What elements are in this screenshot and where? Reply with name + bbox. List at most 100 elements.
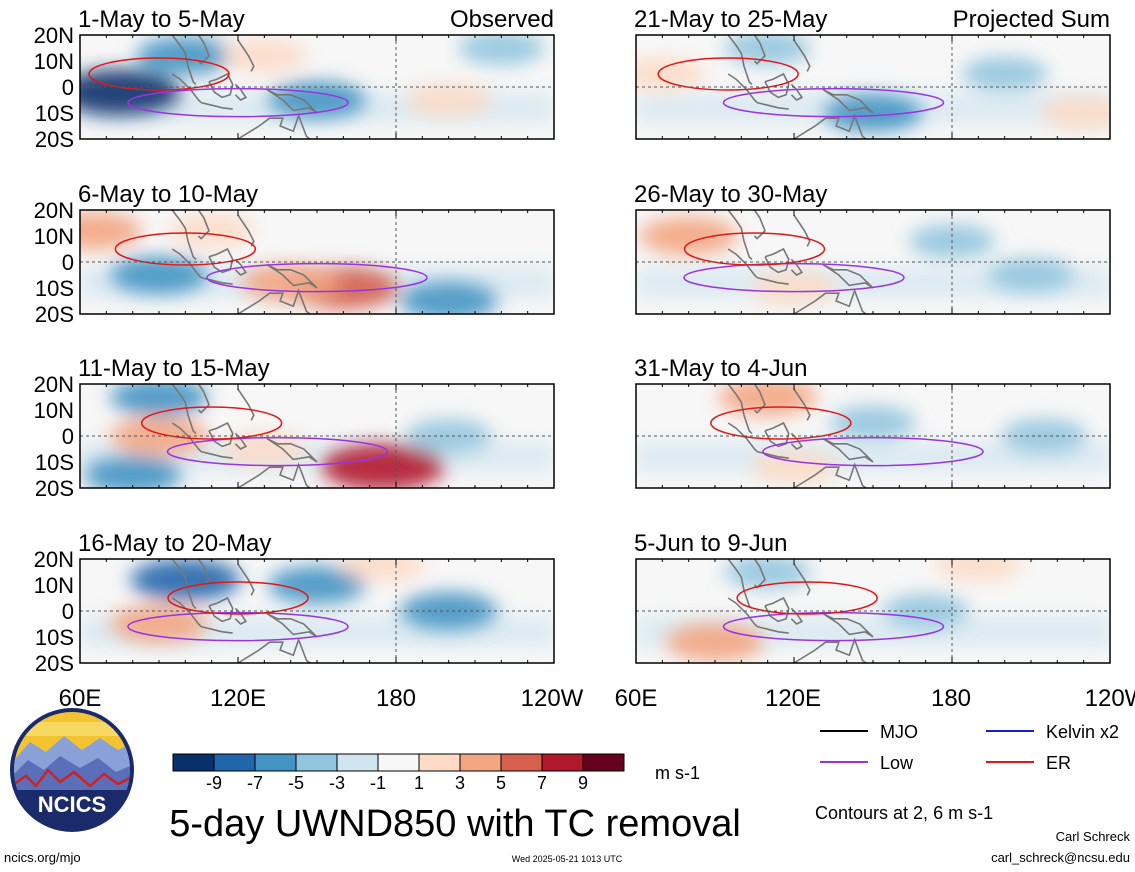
coastline <box>753 384 766 414</box>
coastline <box>790 83 804 101</box>
contour-low <box>127 87 349 118</box>
anomaly-blob <box>830 406 916 440</box>
ytick-label: 10S <box>35 625 74 650</box>
coastline <box>793 388 811 421</box>
colorbar-swatch <box>254 753 297 772</box>
coastline <box>197 559 210 589</box>
coastline <box>235 637 312 663</box>
coastline <box>266 437 318 463</box>
coastline <box>197 210 210 240</box>
panel-title: 11-May to 15-May <box>78 355 270 382</box>
email: carl_schreck@ncsu.edu <box>991 850 1130 865</box>
coastline <box>822 437 874 463</box>
ytick-label: 20S <box>35 302 74 327</box>
contour-low <box>206 262 428 293</box>
colorbar-swatch <box>213 753 256 772</box>
coastline <box>200 625 233 634</box>
contour-er <box>710 406 852 440</box>
coastline <box>235 113 312 139</box>
ytick-label: 20N <box>34 23 74 48</box>
coastline <box>756 625 789 634</box>
ytick-label: 10N <box>34 49 74 74</box>
panel-title: 1-May to 5-May <box>78 6 245 33</box>
contour-er <box>88 57 230 91</box>
colorbar-label: -7 <box>247 773 263 793</box>
contour-er <box>114 232 257 266</box>
coastline <box>727 559 753 609</box>
x-axis-labels-left: 60E 120E 180 120W <box>59 685 584 712</box>
coastline <box>822 88 874 114</box>
xtick-label: 120E <box>210 685 266 712</box>
xtick-label: 180 <box>376 685 416 712</box>
coastline <box>753 210 766 240</box>
coastline <box>793 563 811 596</box>
x-axis-labels-right: 60E 120E 180 120W <box>615 685 1135 712</box>
anomaly-blob <box>321 444 444 488</box>
coastline <box>237 388 255 421</box>
colorbar-label: -5 <box>288 773 304 793</box>
anomaly-blob <box>961 57 1048 91</box>
coastline <box>790 432 804 450</box>
ytick-label: 10S <box>35 101 74 126</box>
contours-note: Contours at 2, 6 m s-1 <box>815 803 993 823</box>
ytick-label: 20N <box>34 547 74 572</box>
anomaly-blob <box>751 271 837 305</box>
coastline <box>197 384 210 414</box>
anomaly-blob <box>80 69 181 116</box>
ncics-logo: NCICS <box>10 708 134 832</box>
coastline <box>753 35 766 65</box>
colorbar-swatch <box>336 753 379 772</box>
coastline <box>171 210 197 260</box>
legend-label-er: ER <box>1046 753 1071 773</box>
coastline <box>790 607 804 625</box>
ytick-label: 20S <box>35 651 74 676</box>
colorbar-label: -1 <box>370 773 386 793</box>
coastline <box>237 563 255 596</box>
coastline <box>197 35 210 65</box>
panel-tag: Projected Sum <box>953 6 1110 33</box>
author: Carl Schreck <box>1056 829 1131 844</box>
contour-low <box>762 436 984 467</box>
xtick-label: 60E <box>615 685 658 712</box>
colorbar-label: 5 <box>496 773 506 793</box>
colorbar-label: 9 <box>578 773 588 793</box>
coastline <box>727 35 753 85</box>
coastline <box>793 39 811 72</box>
coastline <box>764 247 790 274</box>
contour-low <box>683 262 905 293</box>
coastline <box>727 384 753 434</box>
coastline <box>237 214 255 247</box>
ytick-label: 0 <box>62 599 74 624</box>
panel: 20N10N010S20S31-May to 4-Jun <box>634 355 1111 489</box>
site-url: ncics.org/mjo <box>4 850 81 865</box>
timestamp: Wed 2025-05-21 1013 UTC <box>512 854 623 864</box>
coastline <box>171 559 197 609</box>
colorbar-label: -3 <box>329 773 345 793</box>
ytick-label: 0 <box>62 75 74 100</box>
contour-er <box>140 406 283 440</box>
coastline <box>266 263 318 289</box>
coastline <box>791 462 868 488</box>
logo-text: NCICS <box>38 792 106 817</box>
coastline <box>234 432 248 450</box>
panel-title: 26-May to 30-May <box>634 181 827 208</box>
anomaly-blob <box>988 258 1074 292</box>
colorbar-swatch <box>295 753 338 772</box>
coastline <box>791 288 868 314</box>
colorbar-label: -9 <box>206 773 222 793</box>
coastline <box>727 422 758 453</box>
ytick-label: 20N <box>34 372 74 397</box>
ytick-label: 10N <box>34 573 74 598</box>
legend-label-mjo: MJO <box>880 722 918 742</box>
contour-low <box>722 87 945 118</box>
anomaly-blob <box>751 450 837 485</box>
coastline <box>791 113 868 139</box>
legend: MJO Kelvin x2 Low ER <box>820 722 1119 773</box>
coastline <box>235 462 312 488</box>
anomaly-blob <box>268 566 366 604</box>
coastline <box>756 450 789 459</box>
ytick-label: 10N <box>34 224 74 249</box>
panel-title: 21-May to 25-May <box>634 6 827 33</box>
